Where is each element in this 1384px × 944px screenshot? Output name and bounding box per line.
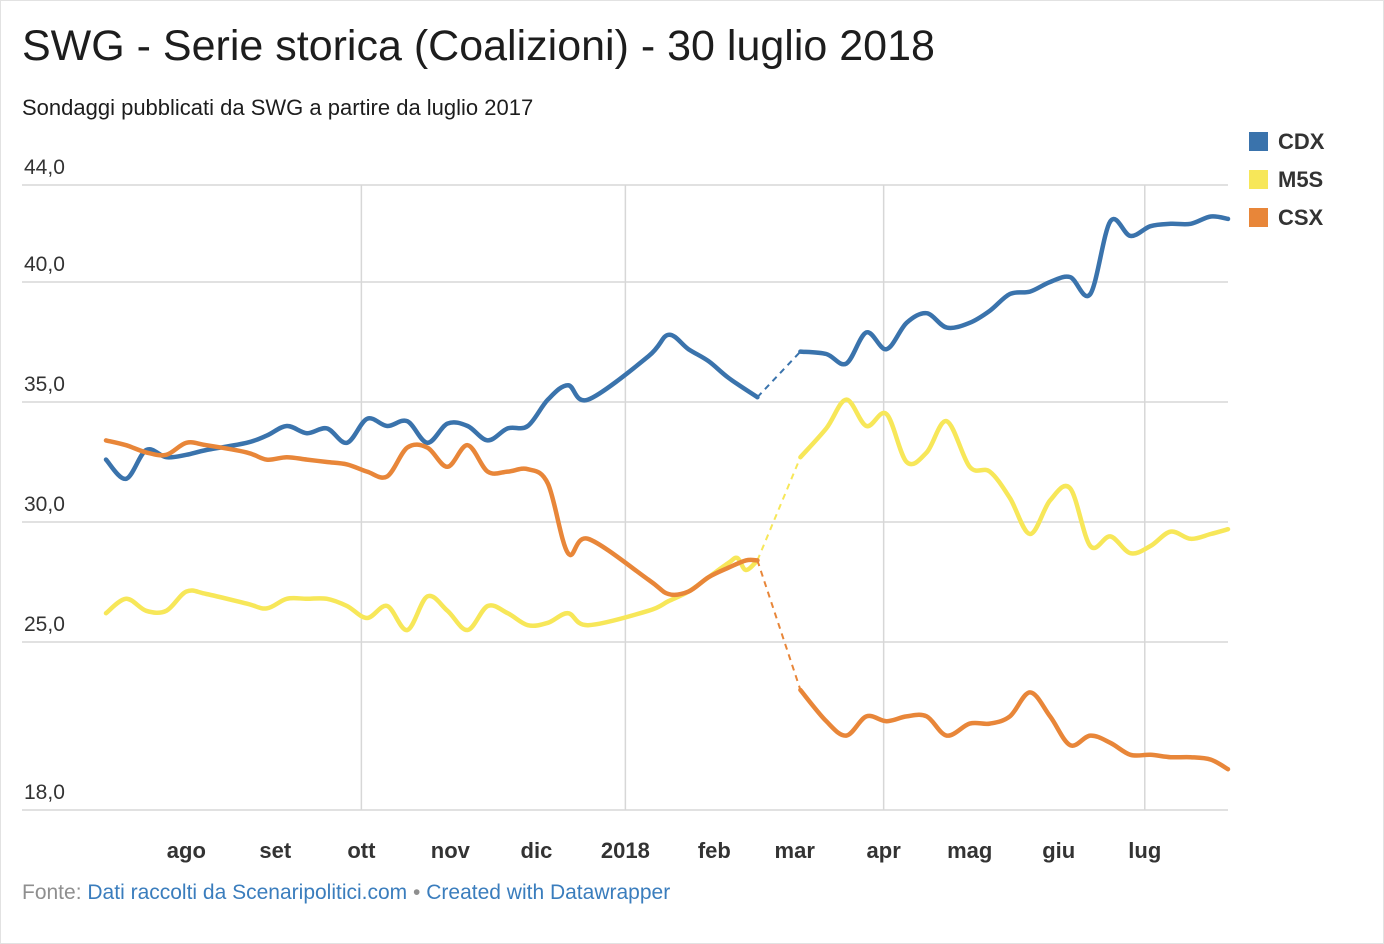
series-lines: [103, 214, 1231, 772]
credit-link[interactable]: Created with Datawrapper: [426, 881, 671, 904]
series-gap-m5s: [756, 456, 802, 561]
series-line-csx: [798, 687, 1231, 772]
legend-label-csx: CSX: [1278, 205, 1324, 230]
legend-label-cdx: CDX: [1278, 129, 1325, 154]
y-tick-label: 18,0: [24, 781, 65, 804]
y-tick-label: 25,0: [24, 613, 65, 636]
x-tick-label: nov: [431, 838, 471, 863]
x-tick-label: giu: [1042, 838, 1075, 863]
series-line-m5s: [798, 397, 1231, 556]
chart-subtitle: Sondaggi pubblicati da SWG a partire da …: [22, 95, 534, 120]
series-gap-csx: [756, 560, 802, 691]
y-tick-label: 35,0: [24, 373, 65, 396]
x-tick-label: apr: [867, 838, 902, 863]
legend-swatch-cdx: [1249, 132, 1268, 151]
series-csx: [103, 438, 1231, 772]
legend: CDX M5S CSX: [1249, 129, 1325, 230]
series-line-cdx: [798, 214, 1231, 367]
x-tick-label: ott: [347, 838, 376, 863]
x-tick-label: 2018: [601, 838, 650, 863]
source-prefix: Fonte:: [22, 881, 82, 904]
legend-swatch-m5s: [1249, 170, 1268, 189]
gridlines: [22, 184, 1228, 811]
x-tick-label: mag: [947, 838, 992, 863]
x-tick-label: set: [259, 838, 291, 863]
footer-separator: •: [413, 881, 421, 904]
series-line-csx: [103, 438, 760, 598]
series-cdx: [103, 214, 1231, 482]
y-tick-label: 44,0: [24, 156, 65, 179]
chart-title: SWG - Serie storica (Coalizioni) - 30 lu…: [22, 22, 935, 70]
chart-footer: Fonte: Dati raccolti da Scenaripolitici.…: [22, 878, 670, 908]
x-tick-label: dic: [521, 838, 553, 863]
x-tick-label: lug: [1128, 838, 1161, 863]
y-axis: 44,0 40,0 35,0 30,0 25,0 18,0: [24, 156, 65, 804]
series-line-m5s: [103, 555, 760, 633]
series-gap-cdx: [756, 350, 802, 398]
x-axis: ago set ott nov dic 2018 feb mar apr mag giu lug: [167, 838, 1161, 863]
x-tick-label: ago: [167, 838, 206, 863]
source-link[interactable]: Dati raccolti da Scenaripolitici.com: [87, 881, 408, 904]
y-tick-label: 40,0: [24, 253, 65, 276]
legend-label-m5s: M5S: [1278, 167, 1323, 192]
y-tick-label: 30,0: [24, 493, 65, 516]
legend-swatch-csx: [1249, 208, 1268, 227]
x-tick-label: mar: [775, 838, 816, 863]
x-tick-label: feb: [698, 838, 731, 863]
series-line-cdx: [103, 332, 760, 482]
